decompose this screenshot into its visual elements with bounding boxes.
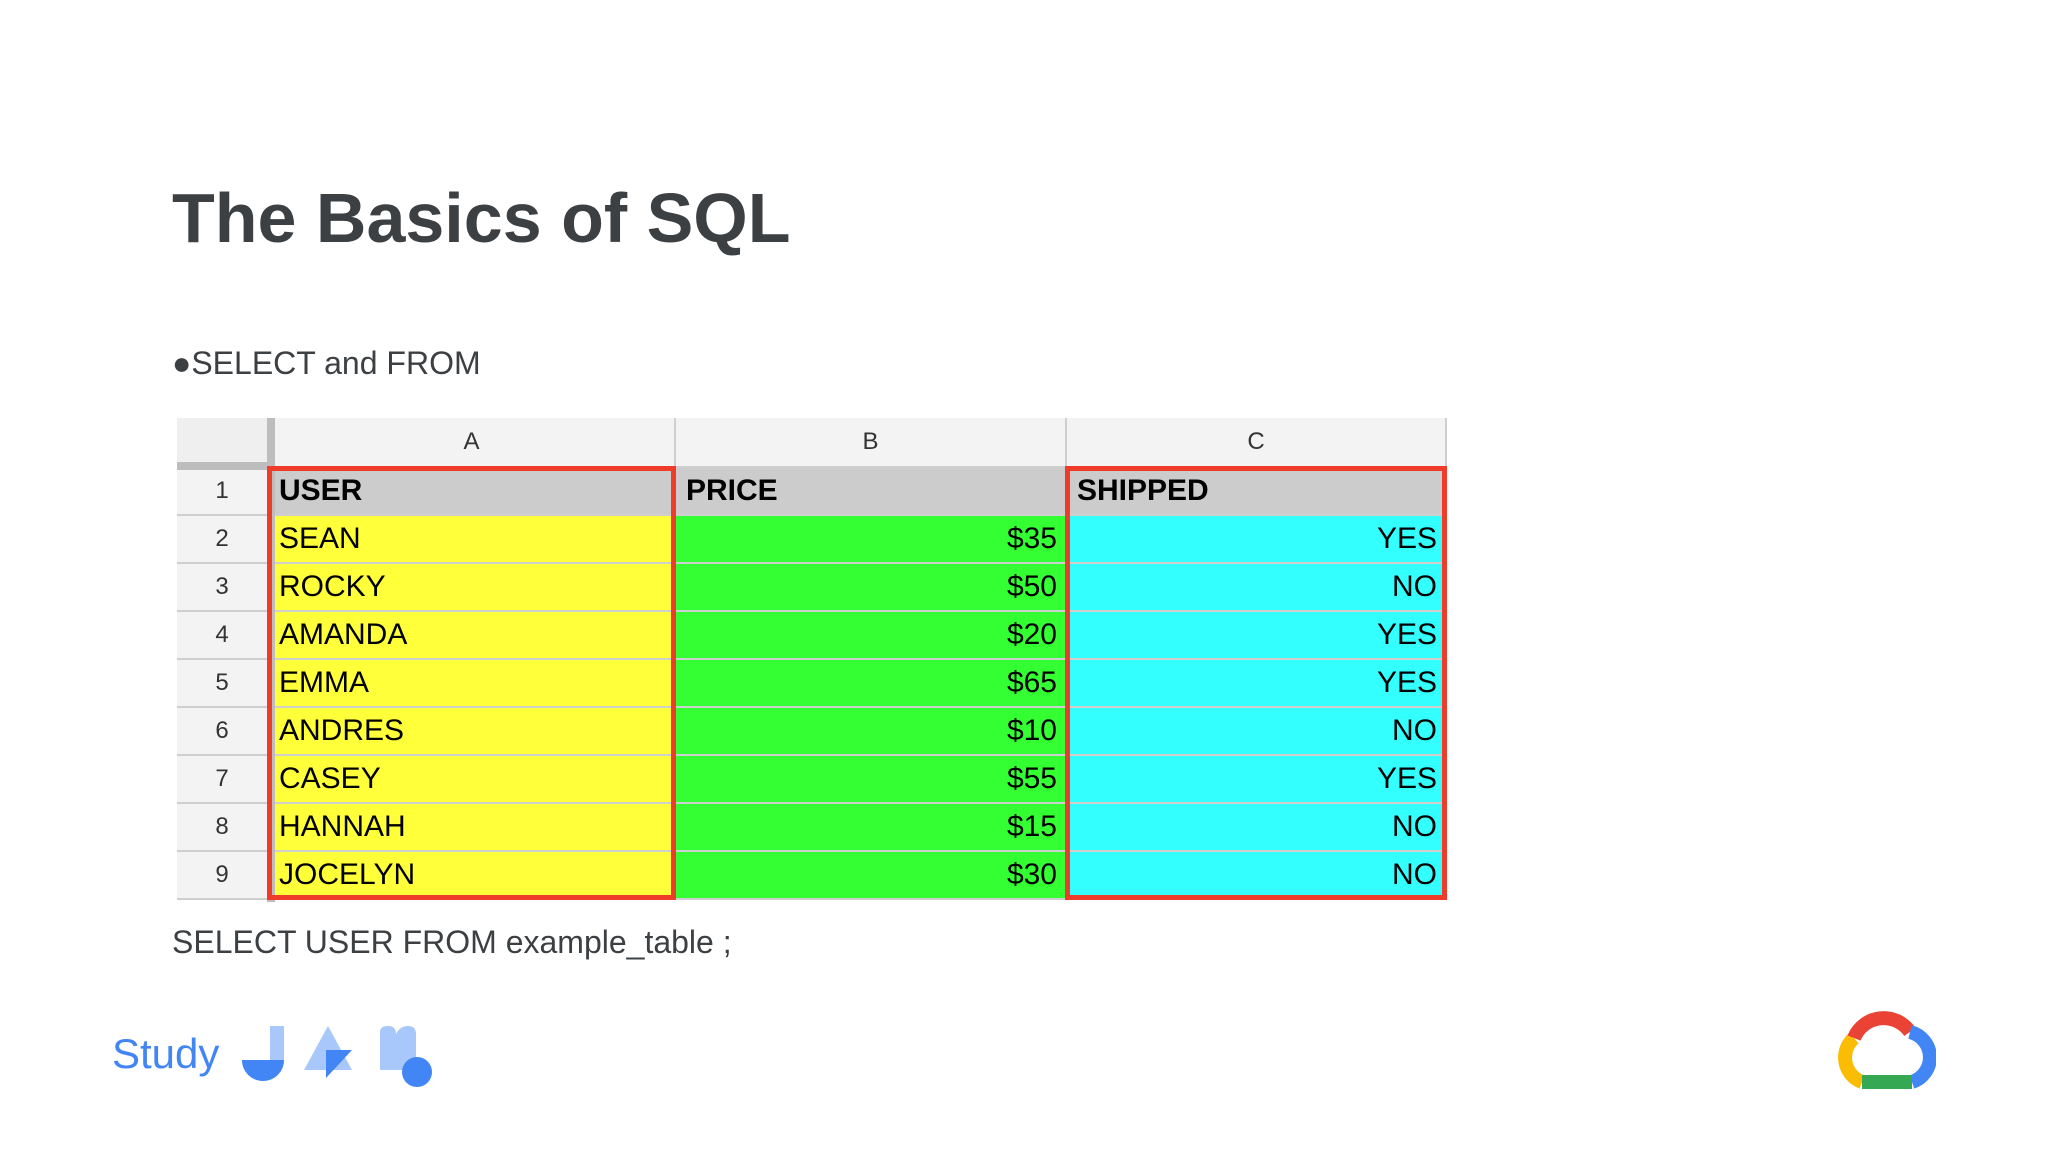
price-cell: $10 bbox=[676, 708, 1067, 756]
price-cell: $50 bbox=[676, 564, 1067, 612]
row-number: 2 bbox=[177, 516, 269, 564]
user-cell: HANNAH bbox=[269, 804, 676, 852]
column-header-b: B bbox=[676, 418, 1067, 468]
user-cell: ANDRES bbox=[269, 708, 676, 756]
study-jams-logo bbox=[240, 1018, 480, 1093]
spreadsheet-table: A B C 1 2 3 4 5 6 7 8 9 USER PRICE SHIPPED SEAN $35 YES RO… bbox=[177, 418, 1447, 902]
field-header-shipped: SHIPPED bbox=[1067, 468, 1447, 516]
google-cloud-logo-icon bbox=[1832, 1010, 1937, 1099]
column-header-c: C bbox=[1067, 418, 1447, 468]
user-cell: ROCKY bbox=[269, 564, 676, 612]
price-cell: $65 bbox=[676, 660, 1067, 708]
sheet-corner bbox=[177, 418, 269, 468]
shipped-cell: YES bbox=[1067, 756, 1447, 804]
frozen-row-divider bbox=[177, 462, 275, 470]
shipped-cell: YES bbox=[1067, 516, 1447, 564]
price-cell: $55 bbox=[676, 756, 1067, 804]
price-cell: $20 bbox=[676, 612, 1067, 660]
bullet-point: ●SELECT and FROM bbox=[172, 345, 481, 381]
shipped-cell: YES bbox=[1067, 660, 1447, 708]
shipped-cell: NO bbox=[1067, 564, 1447, 612]
study-jam-j-icon bbox=[242, 1026, 284, 1081]
row-number: 3 bbox=[177, 564, 269, 612]
field-header-user: USER bbox=[269, 468, 676, 516]
user-cell: EMMA bbox=[269, 660, 676, 708]
row-number: 6 bbox=[177, 708, 269, 756]
row-number: 7 bbox=[177, 756, 269, 804]
shipped-cell: NO bbox=[1067, 852, 1447, 900]
frozen-column-divider bbox=[267, 418, 275, 902]
user-cell: CASEY bbox=[269, 756, 676, 804]
price-cell: $35 bbox=[676, 516, 1067, 564]
price-cell: $30 bbox=[676, 852, 1067, 900]
field-header-price: PRICE bbox=[676, 468, 1067, 516]
shipped-cell: NO bbox=[1067, 804, 1447, 852]
row-number: 5 bbox=[177, 660, 269, 708]
row-number: 4 bbox=[177, 612, 269, 660]
slide-title: The Basics of SQL bbox=[172, 179, 791, 257]
row-number: 8 bbox=[177, 804, 269, 852]
column-header-a: A bbox=[269, 418, 676, 468]
shipped-cell: NO bbox=[1067, 708, 1447, 756]
user-cell: SEAN bbox=[269, 516, 676, 564]
study-jam-m-icon bbox=[380, 1026, 432, 1087]
row-number: 9 bbox=[177, 852, 269, 900]
price-cell: $15 bbox=[676, 804, 1067, 852]
study-jams-wordmark: Study bbox=[112, 1030, 220, 1077]
sql-query-text: SELECT USER FROM example_table ; bbox=[172, 924, 732, 960]
row-number: 1 bbox=[177, 468, 269, 516]
user-cell: JOCELYN bbox=[269, 852, 676, 900]
shipped-cell: YES bbox=[1067, 612, 1447, 660]
user-cell: AMANDA bbox=[269, 612, 676, 660]
study-jam-triangle-icon bbox=[304, 1026, 352, 1078]
